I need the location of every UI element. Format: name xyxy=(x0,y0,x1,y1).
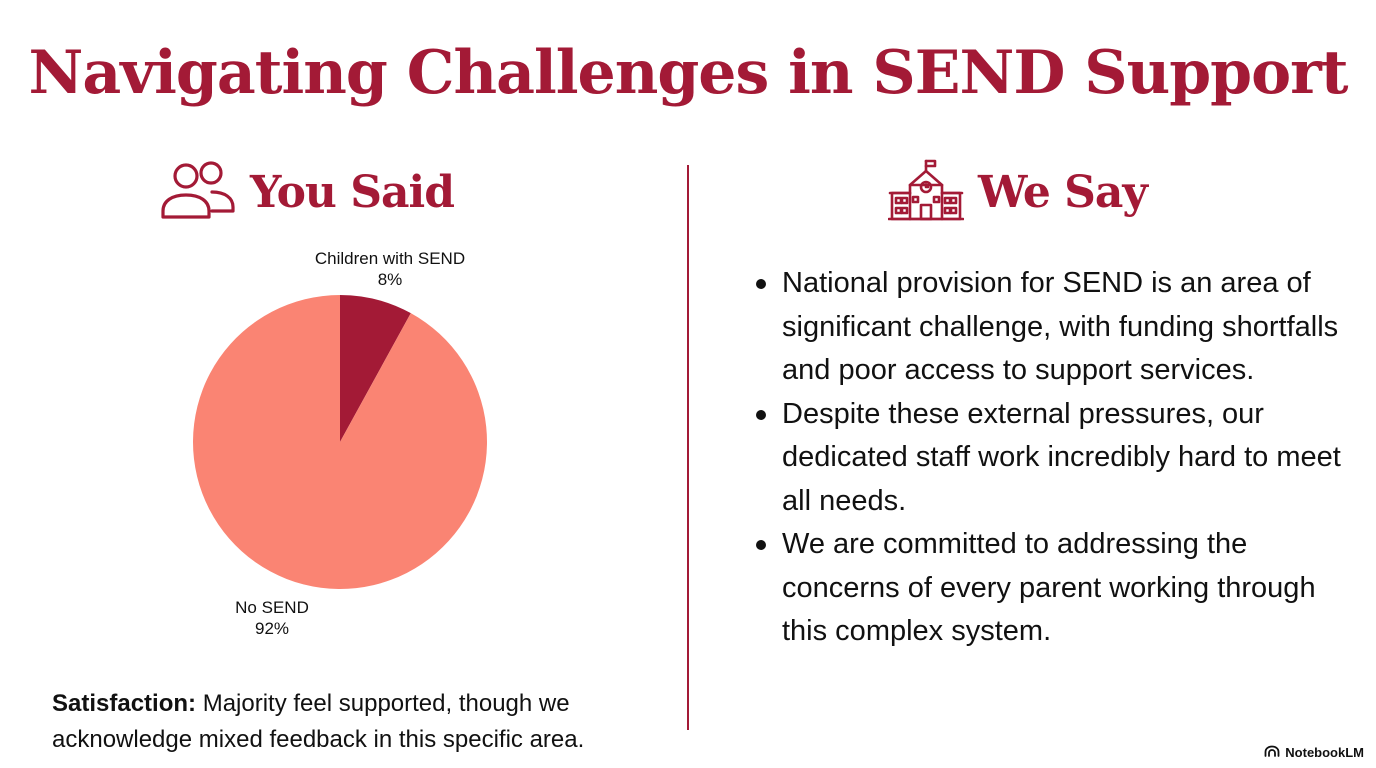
pie-slice-children-with-send xyxy=(340,295,411,442)
bullet-item: Despite these external pressures, our de… xyxy=(752,393,1342,524)
satisfaction-note: Satisfaction: Majority feel supported, t… xyxy=(52,686,662,758)
send-pie-chart: Children with SEND 8% No SEND 92% xyxy=(150,240,530,650)
pie-label-value: 92% xyxy=(254,619,290,638)
you-said-title: You Said xyxy=(250,166,455,218)
users-icon xyxy=(160,160,236,225)
pie-label-no-send: No SEND 92% xyxy=(202,597,342,639)
we-say-title: We Say xyxy=(978,166,1148,218)
we-say-bullets: National provision for SEND is an area o… xyxy=(752,262,1342,654)
bullet-item: We are committed to addressing the conce… xyxy=(752,523,1342,654)
pie-label-children-with-send: Children with SEND 8% xyxy=(305,248,475,290)
pie-label-name: No SEND xyxy=(235,598,309,617)
notebooklm-brand: NotebookLM xyxy=(1264,745,1364,760)
brand-name: NotebookLM xyxy=(1285,745,1364,760)
pie-label-value: 8% xyxy=(377,270,403,289)
satisfaction-label: Satisfaction: xyxy=(52,690,197,717)
pie-label-name: Children with SEND xyxy=(314,249,466,268)
column-divider xyxy=(687,165,689,730)
pie-chart-canvas xyxy=(192,295,487,589)
satisfaction-text: Majority feel supported, though we ackno… xyxy=(52,690,585,753)
notebooklm-logo-icon xyxy=(1264,745,1280,760)
bullet-item: National provision for SEND is an area o… xyxy=(752,262,1342,393)
pie-slice-no-send xyxy=(192,295,487,589)
slide-title: Navigating Challenges in SEND Support xyxy=(28,38,1349,108)
you-said-heading: You Said xyxy=(160,160,455,225)
school-icon xyxy=(887,157,965,228)
we-say-heading: We Say xyxy=(887,159,1148,224)
